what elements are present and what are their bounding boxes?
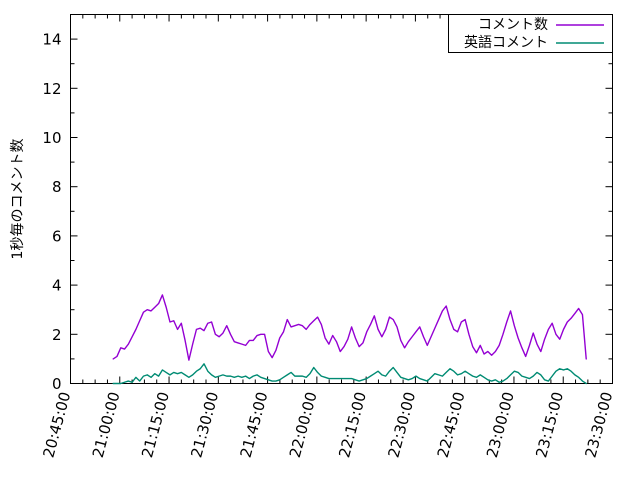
plot-frame	[70, 14, 613, 384]
y-axis-ticks	[70, 38, 613, 384]
x-tick-label: 22:15:00	[335, 390, 370, 460]
x-tick-label: 23:00:00	[483, 390, 518, 460]
y-tick-label: 2	[52, 326, 62, 344]
legend-label-english-comment: 英語コメント	[464, 34, 548, 51]
x-tick-label: 20:45:00	[40, 390, 75, 460]
data-series-group	[112, 294, 587, 385]
x-tick-label: 23:30:00	[582, 390, 617, 460]
y-tick-label: 14	[42, 31, 61, 49]
y-axis-tick-labels: 0 2 4 6 8 10 12 14	[42, 31, 61, 393]
y-tick-label: 6	[52, 227, 62, 245]
y-tick-label: 0	[52, 375, 62, 393]
legend-box	[448, 14, 613, 53]
x-tick-label: 22:45:00	[434, 390, 469, 460]
y-tick-label: 12	[42, 80, 61, 98]
y-tick-label: 8	[52, 178, 62, 196]
legend: コメント数 英語コメント	[448, 14, 613, 53]
y-tick-label: 10	[42, 129, 61, 147]
y-axis-title: 1秒毎のコメント数	[10, 139, 26, 260]
x-tick-label: 21:30:00	[187, 390, 222, 460]
x-tick-label: 21:45:00	[237, 390, 272, 460]
x-tick-label: 22:00:00	[286, 390, 321, 460]
x-axis-tick-labels: 20:45:00 21:00:00 21:15:00 21:30:00 21:45:00…	[40, 390, 617, 460]
series-line-english-comment	[112, 363, 587, 385]
x-tick-label: 23:15:00	[532, 390, 567, 460]
x-tick-label: 21:00:00	[89, 390, 124, 460]
x-axis-ticks	[70, 14, 613, 384]
x-tick-label: 21:15:00	[138, 390, 173, 460]
series-line-comment-count	[112, 294, 587, 361]
legend-label-comment-count: コメント数	[478, 17, 548, 33]
x-tick-label: 22:30:00	[384, 390, 419, 460]
y-tick-label: 4	[52, 277, 62, 295]
